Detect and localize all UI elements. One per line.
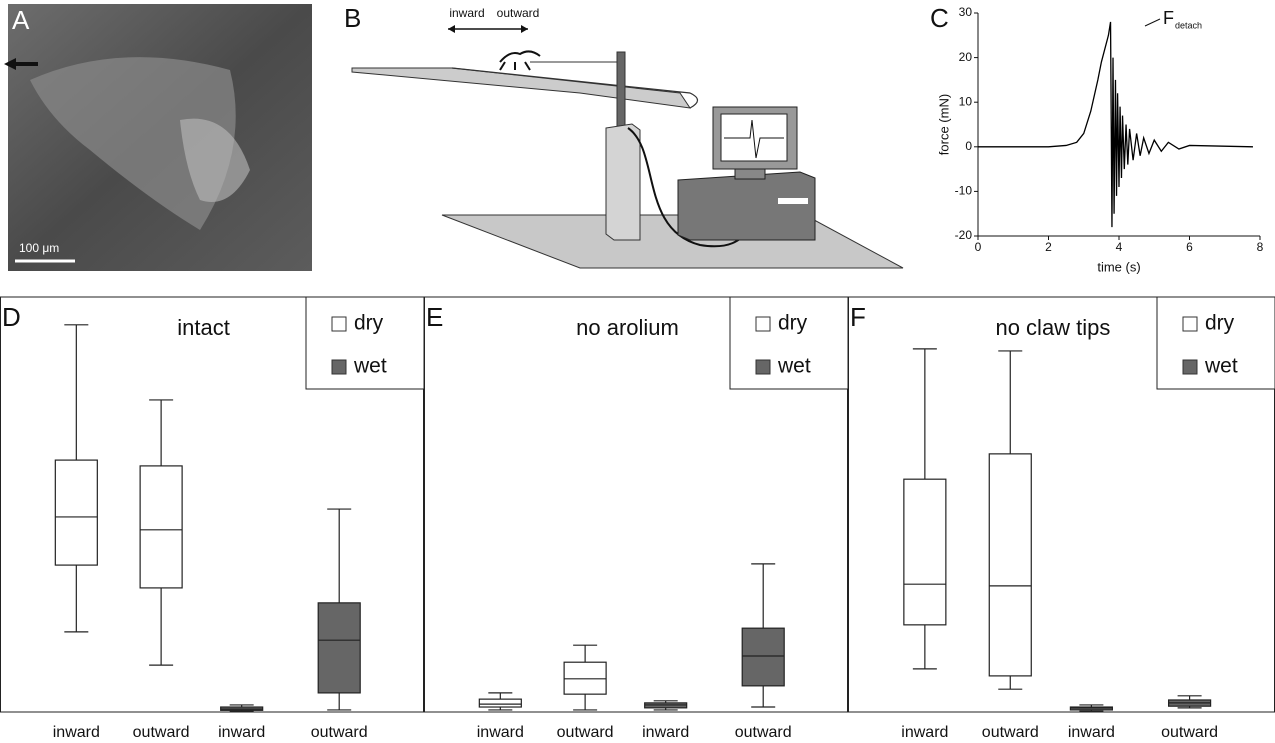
box	[988, 453, 1032, 677]
legend-label: dry	[1205, 312, 1235, 335]
x-tick-label: inward	[1068, 724, 1115, 741]
x-tick-label: outward	[982, 724, 1039, 741]
panel-title: intact	[177, 315, 230, 340]
stand	[605, 123, 641, 241]
x-tick-label: inward	[901, 724, 948, 741]
panel-title: no claw tips	[995, 315, 1110, 340]
x-axis-label: time (s)	[1097, 259, 1140, 274]
drive	[778, 198, 808, 204]
panel-letter: C	[930, 3, 949, 33]
panel-title: no arolium	[576, 315, 679, 340]
legend-box	[305, 296, 425, 390]
y-tick-label: 30	[959, 5, 973, 19]
x-tick-label: outward	[1161, 724, 1218, 741]
x-tick-label: inward	[477, 724, 524, 741]
box	[1069, 706, 1113, 711]
panel-a: 100 μm A	[8, 4, 312, 271]
box	[563, 661, 607, 695]
x-tick-label: inward	[218, 724, 265, 741]
panel-letter: B	[344, 3, 361, 33]
box	[54, 459, 98, 566]
box	[741, 627, 785, 687]
legend-swatch	[755, 316, 771, 332]
legend-label: wet	[1204, 355, 1238, 378]
annotation: F	[1163, 8, 1174, 28]
box	[478, 698, 522, 708]
y-tick-label: -20	[955, 228, 973, 242]
panel-b: B inward outward	[4, 3, 904, 269]
computer	[677, 171, 816, 241]
sem-claw	[180, 118, 250, 202]
panel-frame	[424, 296, 848, 713]
sensor	[616, 51, 626, 131]
legend-label: wet	[353, 355, 387, 378]
y-tick-label: -10	[955, 184, 973, 198]
legend-swatch	[1182, 316, 1198, 332]
legend-swatch	[331, 359, 347, 375]
legend-label: wet	[777, 355, 811, 378]
x-tick-label: 2	[1045, 240, 1052, 254]
legend-box	[1156, 296, 1275, 390]
legend-label: dry	[354, 312, 384, 335]
panel-letter: D	[2, 302, 21, 332]
x-tick-label: outward	[735, 724, 792, 741]
annotation-leader	[1144, 18, 1161, 27]
panel-letter: A	[12, 5, 30, 35]
x-tick-label: outward	[557, 724, 614, 741]
x-tick-label: 6	[1186, 240, 1193, 254]
screen-trace	[724, 119, 784, 159]
panel-letter: E	[426, 302, 443, 332]
base-plate	[441, 214, 904, 269]
monitor-stand	[734, 168, 766, 180]
x-tick-label: 0	[975, 240, 982, 254]
x-tick-label: inward	[642, 724, 689, 741]
ant	[499, 50, 541, 71]
x-tick-label: inward	[53, 724, 100, 741]
y-tick-label: 10	[959, 94, 973, 108]
direction-label: outward	[497, 6, 540, 20]
panel-letter: F	[850, 302, 866, 332]
direction-label: inward	[449, 6, 484, 20]
legend-swatch	[331, 316, 347, 332]
box	[139, 465, 183, 589]
y-axis-label: force (mN)	[936, 94, 951, 155]
x-tick-label: outward	[133, 724, 190, 741]
pull-arrow	[4, 58, 38, 70]
scale-bar-label: 100 μm	[19, 241, 59, 255]
box	[903, 478, 947, 626]
legend-box	[729, 296, 849, 390]
panel-frame	[0, 296, 424, 713]
legend-label: dry	[778, 312, 808, 335]
box	[317, 602, 361, 694]
sheet-edge	[451, 67, 699, 109]
y-tick-label: 0	[965, 139, 972, 153]
sem-foot	[30, 57, 236, 231]
x-tick-label: outward	[311, 724, 368, 741]
x-tick-label: 4	[1116, 240, 1123, 254]
legend-swatch	[755, 359, 771, 375]
x-tick-label: 8	[1257, 240, 1264, 254]
annotation-subscript: detach	[1175, 20, 1202, 30]
legend-swatch	[1182, 359, 1198, 375]
force-line	[978, 21, 1253, 228]
y-tick-label: 20	[959, 50, 973, 64]
